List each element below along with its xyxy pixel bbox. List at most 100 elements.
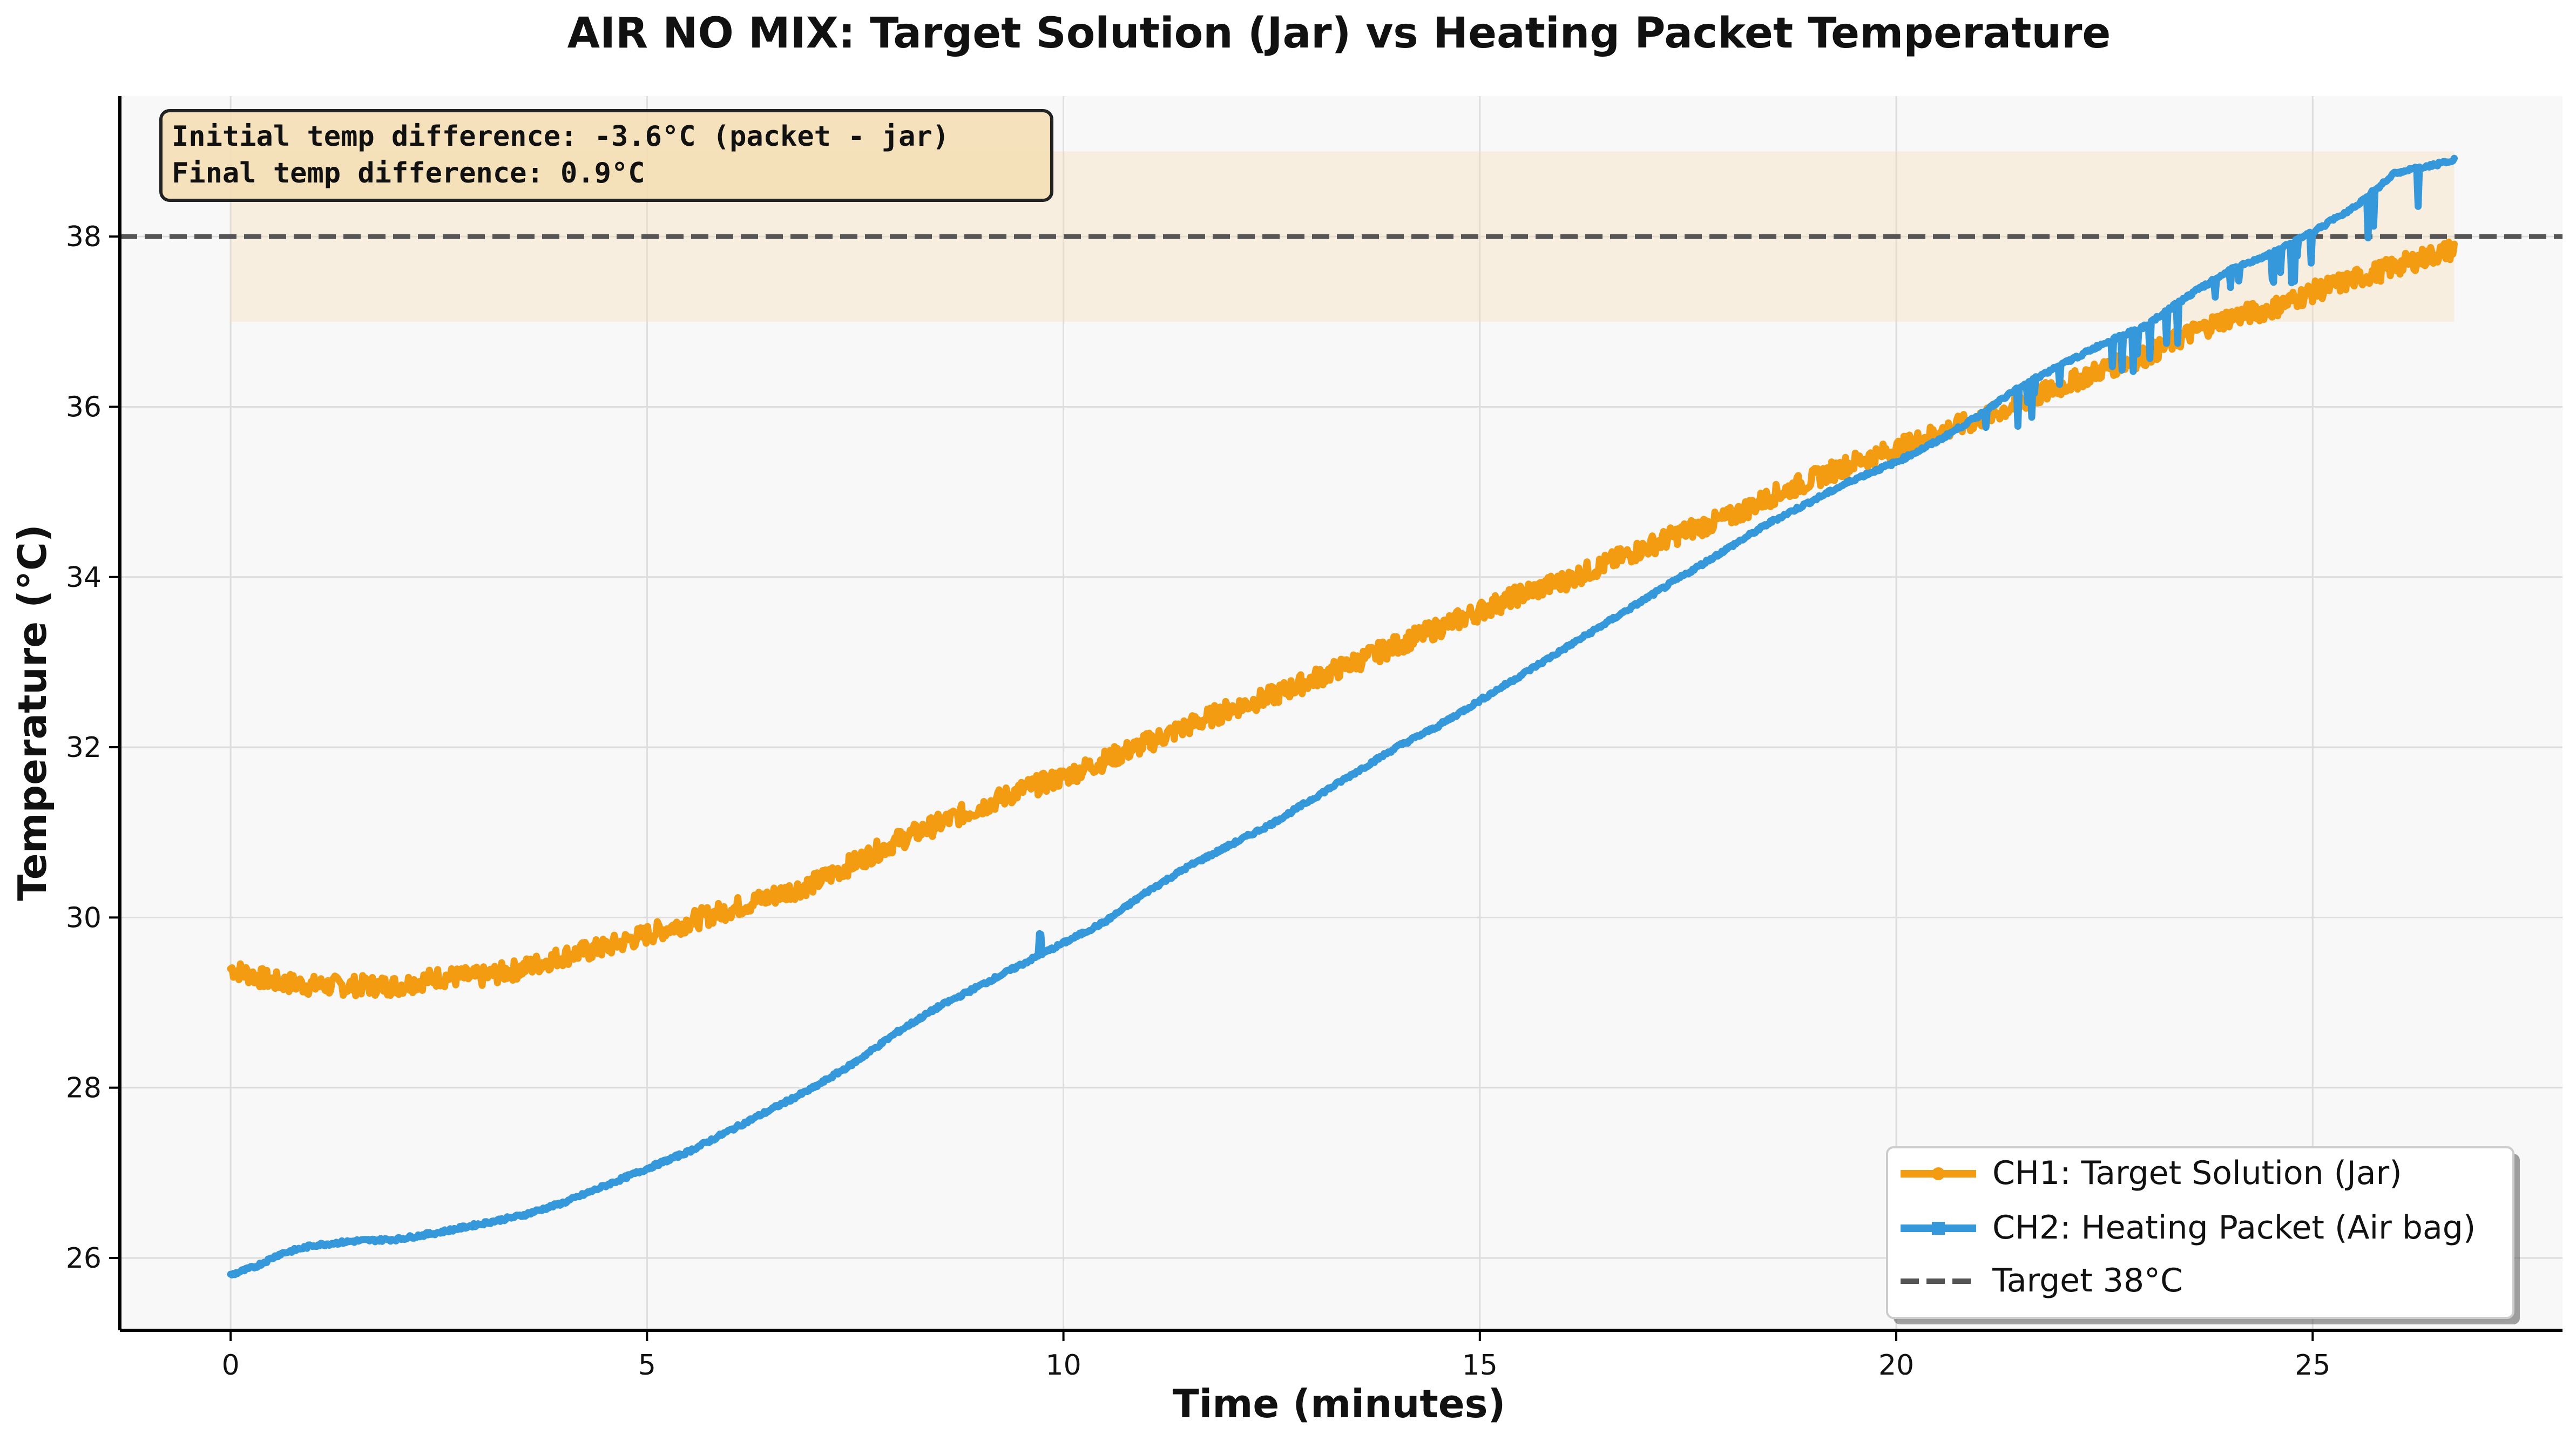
y-tick-label: 32 xyxy=(66,732,102,764)
ch2-point xyxy=(2435,162,2440,167)
ch1-point xyxy=(2269,307,2274,312)
ch2-point xyxy=(395,1237,400,1242)
annotation-box: Initial temp difference: -3.6°C (packet … xyxy=(159,109,1053,202)
x-tick-label: 20 xyxy=(1878,1349,1914,1382)
ch2-point xyxy=(853,1060,857,1065)
legend-marker-ch1 xyxy=(1932,1167,1945,1180)
legend-marker-ch2 xyxy=(1932,1222,1945,1235)
ch1-point xyxy=(1686,528,1691,532)
x-ticks: 0 5 10 15 20 25 xyxy=(222,1330,2330,1382)
x-tick-label: 25 xyxy=(2295,1349,2330,1382)
ch2-point xyxy=(1644,596,1649,601)
ch1-point xyxy=(228,966,233,971)
ch2-point xyxy=(2310,230,2315,235)
ch1-point xyxy=(1769,494,1774,498)
ch1-point xyxy=(645,932,650,937)
ch1-point xyxy=(395,983,400,988)
series-ch1-line xyxy=(227,238,2458,999)
ch1-point xyxy=(2394,264,2398,269)
ch2-point xyxy=(2227,268,2232,273)
y-tick-label: 38 xyxy=(66,221,102,253)
y-tick-label: 36 xyxy=(66,391,102,423)
ch2-point xyxy=(2060,362,2065,367)
ch1-point xyxy=(1727,515,1732,520)
ch1-point xyxy=(2102,366,2107,371)
ch1-point xyxy=(1103,757,1107,762)
ch1-point xyxy=(1436,626,1441,631)
plot-background xyxy=(120,96,2563,1330)
ch1-point xyxy=(1519,592,1524,597)
ch2-point xyxy=(645,1166,650,1171)
ch1-point xyxy=(728,906,733,911)
annotation-final-diff: Final temp difference: 0.9°C xyxy=(172,157,645,190)
ch1-point xyxy=(811,881,816,886)
ch2-point xyxy=(1519,673,1524,678)
ch1-point xyxy=(1144,741,1149,746)
ch2-point xyxy=(1769,519,1774,524)
legend-label-target: Target 38°C xyxy=(1992,1262,2183,1300)
ch1-point xyxy=(686,919,691,924)
ch1-point xyxy=(1019,787,1024,792)
annotation-initial-diff: Initial temp difference: -3.6°C (packet … xyxy=(172,120,949,153)
ch2-point xyxy=(1977,413,1982,418)
x-tick-label: 15 xyxy=(1462,1349,1498,1382)
ch2-point xyxy=(1144,890,1149,895)
ch1-point xyxy=(353,983,358,988)
ch1-point xyxy=(936,822,941,826)
ch1-point xyxy=(1852,459,1857,464)
ch1-point xyxy=(1561,579,1566,584)
ch2-point xyxy=(436,1230,441,1235)
ch2-point xyxy=(2452,158,2457,163)
ch1-point xyxy=(2352,277,2357,281)
ch2-point xyxy=(2352,205,2357,209)
ch2-point xyxy=(2269,251,2274,256)
x-tick-label: 10 xyxy=(1046,1349,1081,1382)
ch1-point xyxy=(978,804,983,809)
x-axis-label: Time (minutes) xyxy=(1173,1381,1506,1426)
ch1-point xyxy=(1394,642,1399,647)
x-tick-label: 5 xyxy=(638,1349,656,1382)
ch2-point xyxy=(253,1264,258,1269)
ch1-point xyxy=(270,979,275,984)
ch1-point xyxy=(1936,430,1941,435)
ch1-point xyxy=(312,983,316,988)
ch2-point xyxy=(2394,170,2398,175)
ch2-point xyxy=(2019,383,2024,388)
legend: CH1: Target Solution (Jar) CH2: Heating … xyxy=(1886,1146,2520,1324)
ch2-point xyxy=(811,1085,816,1090)
ch2-point xyxy=(353,1239,358,1243)
ch1-point xyxy=(1186,723,1191,728)
y-tick-label: 34 xyxy=(66,561,102,594)
legend-label-ch2: CH2: Heating Packet (Air bag) xyxy=(1992,1209,2476,1247)
ch2-point xyxy=(562,1200,566,1205)
x-tick-label: 0 xyxy=(222,1349,240,1382)
ch2-point xyxy=(2102,341,2107,346)
ch2-point xyxy=(1686,570,1691,575)
ch2-point xyxy=(1269,822,1274,826)
ch2-point xyxy=(769,1107,774,1112)
ch2-point xyxy=(2144,323,2148,328)
ch2-point xyxy=(603,1183,608,1188)
ch1-point xyxy=(853,860,857,864)
ch2-point xyxy=(1810,498,1815,503)
ch2-point xyxy=(1561,647,1566,652)
y-ticks: 26 28 30 32 34 36 38 xyxy=(66,221,120,1275)
ch2-point xyxy=(1311,796,1316,801)
ch1-point xyxy=(2310,289,2315,294)
ch1-point xyxy=(603,945,608,950)
ch1-point xyxy=(520,966,524,971)
y-tick-label: 28 xyxy=(66,1072,102,1105)
ch2-point xyxy=(520,1213,524,1218)
ch1-point xyxy=(2435,251,2440,256)
y-tick-label: 30 xyxy=(66,902,102,934)
ch2-point xyxy=(1228,843,1233,848)
ch1-point xyxy=(1603,562,1607,567)
ch2-point xyxy=(1103,919,1107,924)
ch1-point xyxy=(2185,332,2190,337)
ch1-point xyxy=(1269,694,1274,699)
ch1-point xyxy=(436,975,441,979)
series-ch2-line xyxy=(227,154,2458,1278)
ch2-point xyxy=(1852,477,1857,482)
ch2-point xyxy=(686,1149,691,1154)
